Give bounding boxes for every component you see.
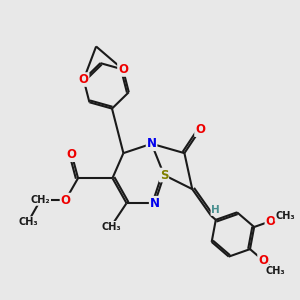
Text: CH₃: CH₃: [275, 211, 295, 221]
Text: O: O: [67, 148, 77, 161]
Text: CH₃: CH₃: [101, 222, 121, 232]
Text: O: O: [195, 123, 205, 136]
Text: H: H: [211, 205, 220, 215]
Text: O: O: [61, 194, 70, 207]
Text: N: N: [150, 197, 160, 210]
Text: S: S: [160, 169, 168, 182]
Text: CH₂: CH₂: [31, 195, 50, 205]
Text: CH₃: CH₃: [18, 217, 38, 227]
Text: O: O: [79, 73, 88, 86]
Text: N: N: [147, 137, 157, 150]
Text: O: O: [266, 215, 275, 228]
Text: CH₃: CH₃: [265, 266, 285, 275]
Text: O: O: [258, 254, 268, 267]
Text: O: O: [118, 63, 128, 76]
